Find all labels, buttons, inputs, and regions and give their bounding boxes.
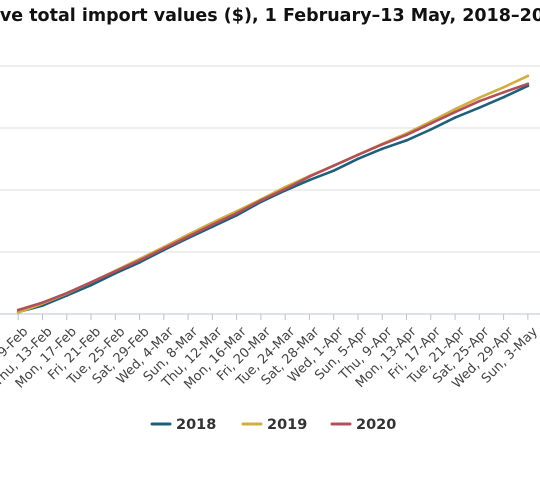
data-point-2020 <box>380 143 384 146</box>
legend: 2018 2019 2020 <box>150 417 396 433</box>
data-point-2020 <box>16 308 20 312</box>
data-point-2020 <box>478 99 481 103</box>
data-point-2020 <box>138 259 141 262</box>
data-point-2020 <box>113 270 117 273</box>
series-line-2020 <box>16 82 530 312</box>
data-point-2018 <box>308 178 311 182</box>
data-point-2019 <box>478 96 481 100</box>
data-point-2018 <box>89 283 93 287</box>
data-point-2020 <box>526 82 530 86</box>
data-point-2020 <box>332 164 336 167</box>
data-point-2018 <box>380 147 384 151</box>
gridlines <box>0 65 540 253</box>
data-point-2020 <box>65 291 69 295</box>
series-line-2018 <box>16 84 530 314</box>
chart-title: Cumulative total import values ($), 1 Fe… <box>0 6 540 26</box>
data-point-2020 <box>502 90 505 94</box>
data-point-2018 <box>332 169 336 172</box>
data-point-2020 <box>429 122 433 125</box>
data-point-2020 <box>235 212 238 215</box>
data-point-2018 <box>356 157 360 161</box>
data-point-2020 <box>453 110 457 114</box>
series-lines <box>16 74 530 314</box>
data-point-2019 <box>16 311 20 314</box>
data-point-2019 <box>502 86 505 89</box>
data-point-2020 <box>405 133 408 137</box>
data-point-2020 <box>89 280 93 284</box>
legend-label-2019[interactable]: 2019 <box>267 417 307 433</box>
data-point-2020 <box>186 235 190 238</box>
data-point-2018 <box>453 116 457 119</box>
data-point-2018 <box>405 139 408 142</box>
data-point-2020 <box>356 153 360 157</box>
data-point-2020 <box>259 199 263 202</box>
data-point-2019 <box>526 74 530 78</box>
data-point-2020 <box>41 301 44 304</box>
legend-label-2018[interactable]: 2018 <box>176 417 216 433</box>
data-point-2018 <box>429 128 433 131</box>
data-point-2019 <box>453 107 457 111</box>
data-point-2020 <box>283 187 287 191</box>
legend-label-2020[interactable]: 2020 <box>356 417 396 433</box>
data-point-2020 <box>162 247 166 250</box>
data-point-2020 <box>211 223 214 227</box>
data-point-2018 <box>502 95 505 99</box>
data-point-2020 <box>308 175 311 178</box>
data-point-2018 <box>478 106 481 109</box>
